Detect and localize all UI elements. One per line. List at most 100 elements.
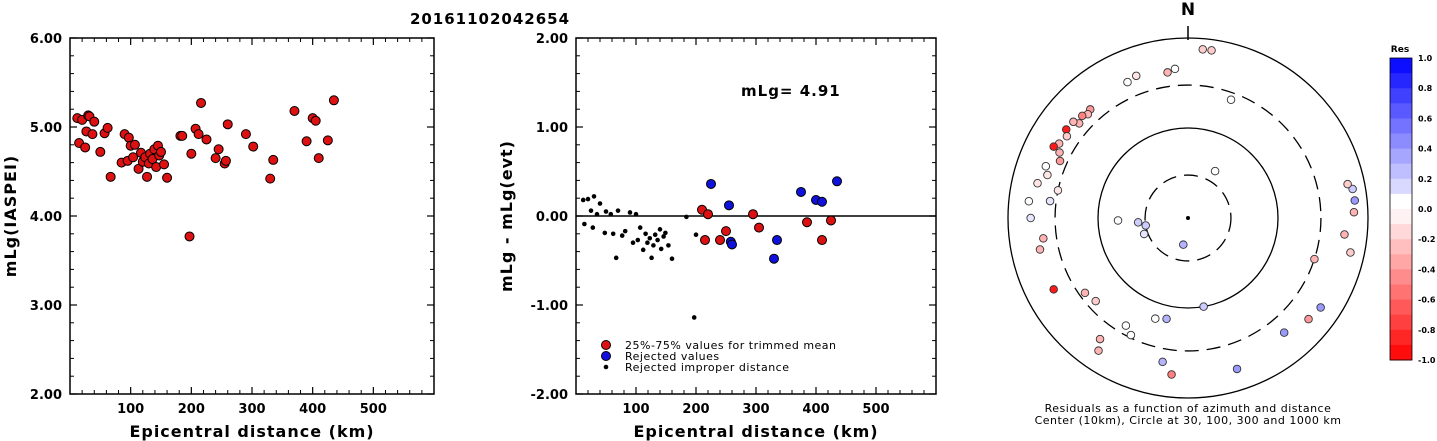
colorbar-cell <box>1390 329 1412 346</box>
magnitude-point <box>89 116 100 127</box>
colorbar-cell <box>1390 88 1412 104</box>
magnitude-point <box>213 144 224 155</box>
figure-title: 20161102042654 <box>410 10 570 28</box>
magnitude-point <box>222 119 233 130</box>
station-point <box>1035 245 1045 254</box>
station-point <box>1121 321 1131 330</box>
station-point <box>1158 357 1167 367</box>
residual-ytick-label: 2.00 <box>536 32 568 47</box>
magnitude-point <box>95 146 106 157</box>
station-point <box>1316 303 1325 312</box>
colorbar-tick-label: -0.8 <box>1418 326 1436 335</box>
magnitude-point <box>177 130 188 141</box>
station-point <box>1094 346 1103 355</box>
station-point <box>1049 285 1058 294</box>
station-point <box>1343 179 1352 189</box>
magnitude-xtick-label: 300 <box>238 402 265 417</box>
residual-xtick-label: 300 <box>742 402 769 417</box>
polar-caption-line2: Center (10km), Circle at 30, 100, 300 an… <box>1035 414 1342 427</box>
rejected-point <box>772 235 782 246</box>
colorbar-tick-label: 0.6 <box>1418 114 1433 123</box>
residual-axis-ticks: -2.00 -1.00 0.00 1.00 2.00 100 200 300 400 500 <box>531 32 936 417</box>
improper-distance-point <box>647 235 653 241</box>
residual-xtick-label: 100 <box>622 402 649 417</box>
station-point <box>1123 77 1132 87</box>
station-point <box>1026 213 1035 223</box>
magnitude-point <box>128 152 139 163</box>
station-point <box>1024 197 1034 206</box>
magnitude-xtick-label: 100 <box>117 402 144 417</box>
magnitude-point <box>289 105 300 116</box>
station-point <box>1131 71 1141 81</box>
improper-distance-point <box>580 197 586 203</box>
improper-distance-point <box>603 209 609 214</box>
station-point <box>1199 302 1208 311</box>
magnitude-point <box>156 146 166 157</box>
improper-distance-point <box>669 256 675 262</box>
residual-y-label: mLg - mLg(evt) <box>497 140 516 292</box>
legend-marker-rejected <box>601 351 611 361</box>
magnitude-point <box>210 153 221 164</box>
ring-300km <box>1054 84 1322 352</box>
colorbar-cell <box>1390 58 1412 74</box>
improper-distance-point <box>585 196 591 202</box>
improper-distance-point <box>582 221 587 227</box>
station-point <box>1091 296 1100 306</box>
station-point <box>1133 218 1143 227</box>
magnitude-panel: 2.00 3.00 4.00 5.00 6.00 100 200 300 400 500 mLg(… <box>1 32 435 441</box>
trimmed-mean-point <box>817 235 827 246</box>
trimmed-mean-point <box>715 235 725 246</box>
station-point <box>1346 248 1355 257</box>
colorbar-frame <box>1389 57 1413 361</box>
colorbar-tick-label: -0.2 <box>1418 235 1436 244</box>
improper-distance-point <box>649 255 654 261</box>
magnitude-point <box>142 171 153 182</box>
magnitude-point <box>159 159 170 170</box>
station-point <box>1226 95 1236 105</box>
improper-distance-point <box>630 240 636 245</box>
colorbar-cell <box>1390 224 1412 240</box>
station-point <box>1198 45 1208 54</box>
event-magnitude-annotation: mLg= 4.91 <box>741 82 841 100</box>
epicenter-dot <box>1186 216 1190 220</box>
station-point <box>1062 132 1072 141</box>
trimmed-mean-point <box>703 209 713 220</box>
improper-distance-point <box>591 194 597 199</box>
colorbar-tick-label: 0.2 <box>1418 175 1432 184</box>
station-points <box>1024 45 1360 379</box>
colorbar-tick-label: 0.8 <box>1418 84 1433 93</box>
station-point <box>1348 184 1357 194</box>
residual-panel: -2.00 -1.00 0.00 1.00 2.00 100 200 300 400 500 mL… <box>497 32 937 441</box>
colorbar-cell <box>1390 178 1412 195</box>
magnitude-point <box>193 129 204 140</box>
station-point <box>1139 229 1149 239</box>
rejected-point <box>706 178 716 189</box>
improper-distance-point <box>602 230 608 236</box>
colorbar-cell <box>1390 314 1412 331</box>
rejected-point <box>769 253 779 264</box>
trimmed-mean-point <box>748 209 758 220</box>
colorbar-title: Res <box>1391 45 1409 55</box>
station-point <box>1349 207 1359 217</box>
colorbar-cells <box>1389 57 1413 361</box>
improper-distance-point <box>637 225 643 230</box>
colorbar-cell <box>1390 163 1412 180</box>
magnitude-point <box>196 97 207 108</box>
station-point <box>1055 148 1064 157</box>
improper-distance-point <box>645 240 650 245</box>
rejected-point <box>817 196 827 207</box>
improper-distance-point <box>608 211 614 217</box>
colorbar-tick-label: -1.0 <box>1418 356 1436 365</box>
residual-xtick-label: 200 <box>682 402 709 417</box>
magnitude-points <box>72 95 339 242</box>
colorbar-cell <box>1390 73 1412 89</box>
station-point <box>1232 364 1242 374</box>
magnitude-point <box>265 173 276 184</box>
rejected-point <box>832 176 842 187</box>
magnitude-ytick-label: 2.00 <box>30 388 62 403</box>
station-point <box>1151 314 1160 323</box>
magnitude-point <box>220 155 231 166</box>
improper-distance-point <box>590 225 596 230</box>
station-point <box>1207 46 1216 55</box>
distance-rings <box>1007 37 1369 399</box>
